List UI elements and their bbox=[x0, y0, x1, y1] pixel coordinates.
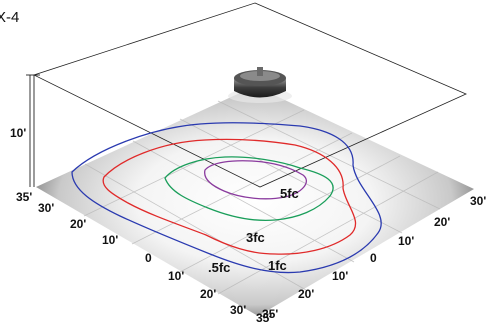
right-tick-4: 10' bbox=[332, 269, 348, 283]
left-tick-0: 35' bbox=[16, 190, 32, 204]
right-tick-3: 0 bbox=[370, 251, 377, 265]
left-tick-6: 20' bbox=[200, 287, 216, 301]
diagram-title: X-4 bbox=[0, 9, 19, 26]
left-tick-8: 35' bbox=[256, 311, 272, 325]
left-tick-1: 30' bbox=[38, 201, 54, 215]
right-tick-2: 10' bbox=[398, 234, 414, 248]
right-tick-1: 20' bbox=[434, 215, 450, 229]
left-tick-7: 30' bbox=[230, 303, 246, 317]
ceiling-plane bbox=[32, 2, 467, 188]
left-tick-3: 10' bbox=[102, 233, 118, 247]
height-indicator bbox=[26, 74, 40, 187]
left-tick-4: 0 bbox=[145, 251, 152, 265]
left-tick-2: 20' bbox=[70, 217, 86, 231]
right-axis-labels: 30' 20' 10' 0 10' 20' 35' bbox=[262, 194, 486, 321]
left-axis-labels: 35' 30' 20' 10' 0 10' 20' 30' 35' bbox=[16, 190, 272, 325]
right-tick-5: 20' bbox=[298, 287, 314, 301]
right-tick-6: 35' bbox=[262, 307, 278, 321]
isoline-3fc bbox=[164, 156, 334, 222]
isoline-5fc bbox=[204, 160, 308, 200]
isoline-labels: 5fc 3fc 1fc .5fc bbox=[208, 186, 299, 275]
isoline-1fc bbox=[102, 138, 357, 255]
right-tick-0: 30' bbox=[470, 194, 486, 208]
floor-plane bbox=[36, 86, 474, 316]
label-5fc: 5fc bbox=[280, 186, 299, 201]
label-0.5fc: .5fc bbox=[208, 260, 230, 275]
height-label: 10' bbox=[10, 126, 26, 140]
isolines bbox=[71, 122, 382, 274]
label-1fc: 1fc bbox=[268, 258, 287, 273]
light-fixture bbox=[228, 67, 292, 103]
label-3fc: 3fc bbox=[246, 230, 265, 245]
isoline-0.5fc bbox=[71, 122, 382, 274]
left-tick-5: 10' bbox=[168, 269, 184, 283]
